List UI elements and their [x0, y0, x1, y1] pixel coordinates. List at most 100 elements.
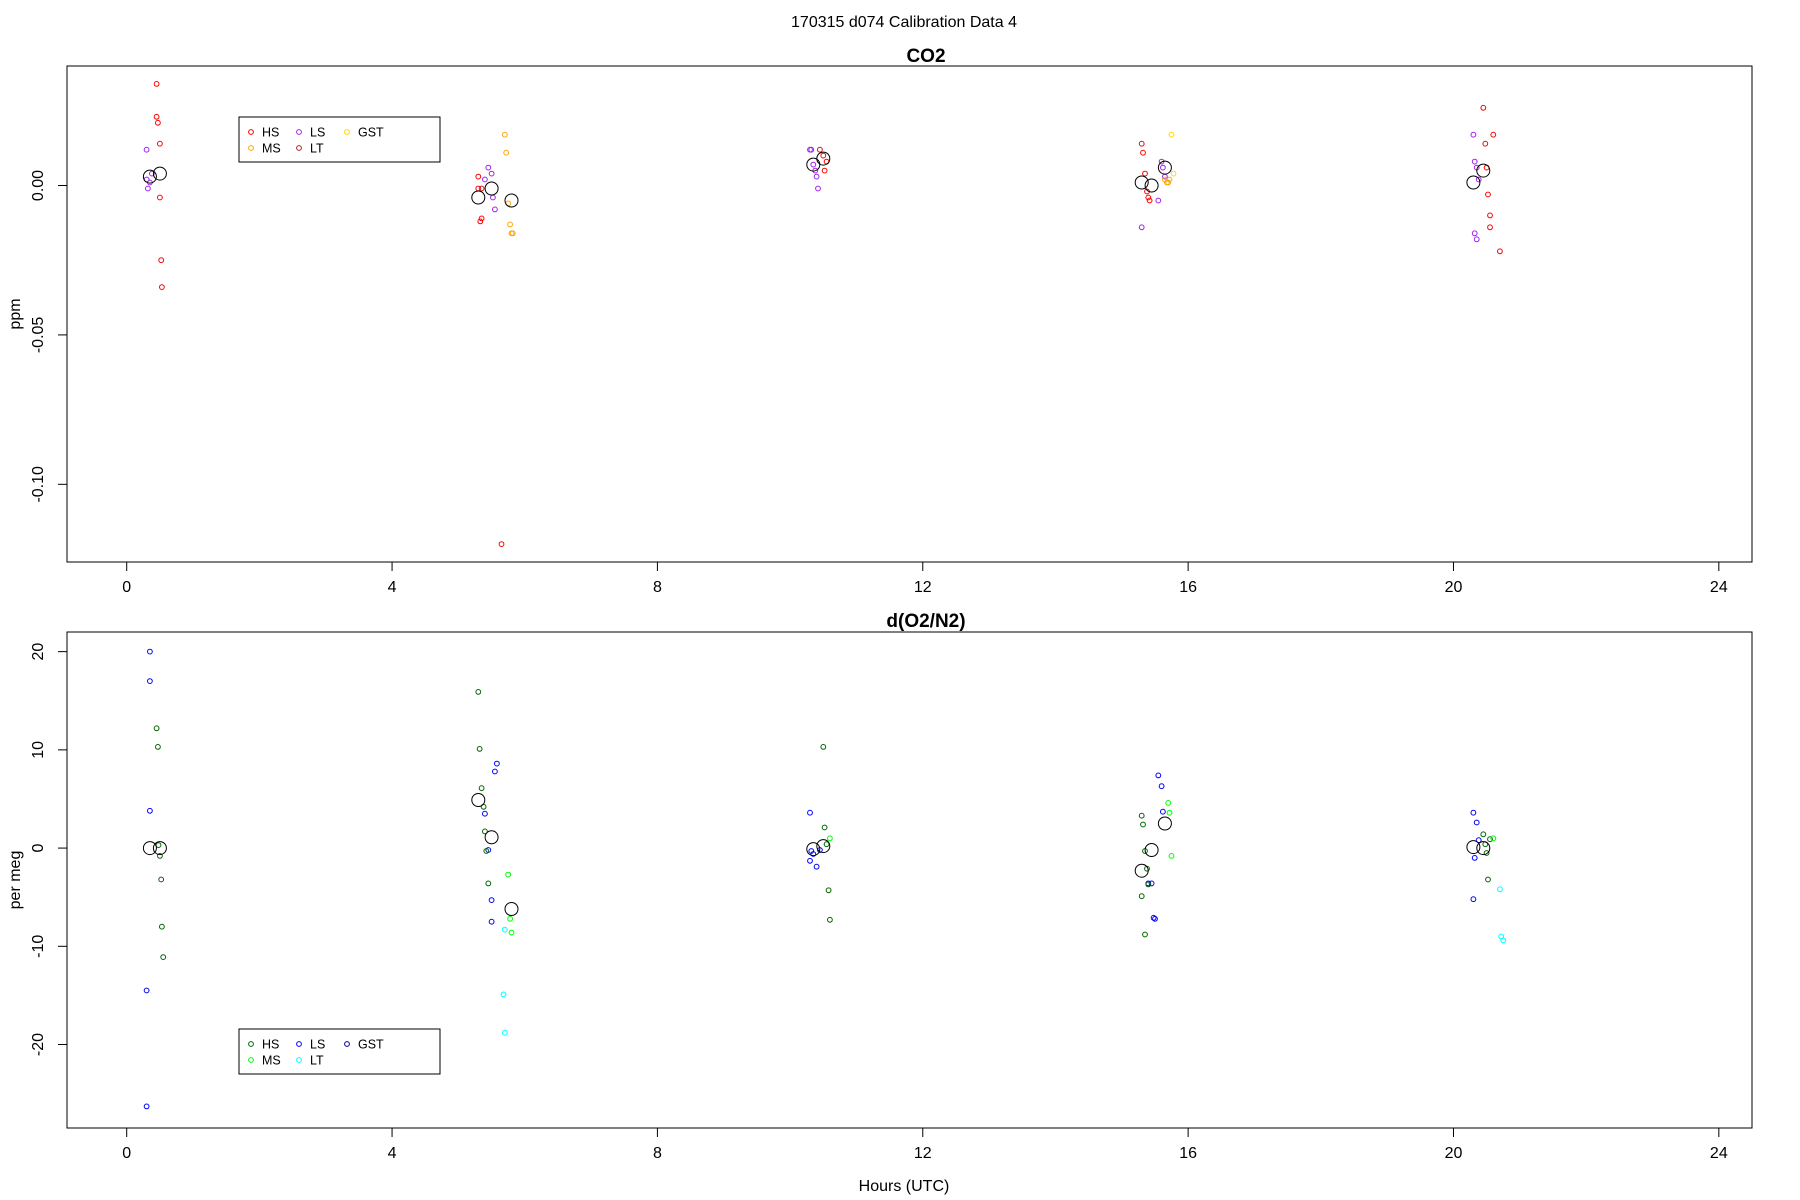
- data-point: [1142, 931, 1148, 938]
- mean-point: [1144, 843, 1159, 857]
- data-point: [509, 230, 516, 237]
- x-tick-label: 24: [1710, 1145, 1728, 1162]
- data-point: [501, 926, 508, 933]
- data-point: [807, 857, 813, 864]
- o2n2-panel: d(O2/N2) per meg Hours (UTC) 0 4 8 12 16 20 24…: [7, 611, 1753, 1195]
- x-tick-label: 16: [1179, 579, 1197, 596]
- data-point: [1138, 812, 1145, 819]
- mean-point: [471, 793, 486, 807]
- mean-point: [1157, 816, 1172, 831]
- data-point: [1490, 835, 1497, 842]
- data-point: [157, 194, 163, 201]
- data-point: [1145, 881, 1152, 888]
- data-point: [503, 149, 510, 156]
- data-point: [160, 954, 167, 960]
- data-point: [507, 915, 514, 922]
- x-tick-label: 4: [388, 1145, 397, 1162]
- data-point: [1473, 236, 1480, 243]
- data-point: [823, 841, 830, 848]
- data-point: [827, 835, 833, 842]
- data-point: [143, 1103, 150, 1110]
- x-axis-label-o2n2: Hours (UTC): [859, 1178, 950, 1195]
- mean-point: [1476, 841, 1491, 856]
- data-point: [147, 648, 153, 655]
- data-point: [477, 218, 484, 225]
- data-point: [1487, 836, 1493, 843]
- data-point: [155, 119, 161, 126]
- mean-point: [1134, 863, 1149, 878]
- legend-label: LS: [310, 1038, 325, 1052]
- x-tick-label: 12: [914, 579, 932, 596]
- legend-swatch: [296, 129, 302, 135]
- data-point: [821, 824, 828, 831]
- legend-o2n2: HS MS LS LT GST: [238, 1028, 441, 1075]
- y-tick-label: -0.10: [30, 466, 47, 503]
- data-point: [1155, 197, 1162, 204]
- data-point: [1475, 176, 1482, 183]
- y-tick-label: 20: [30, 643, 47, 661]
- data-point: [1168, 853, 1175, 859]
- data-point: [1471, 855, 1478, 861]
- legend-swatch: [296, 1041, 302, 1047]
- data-point: [1146, 197, 1153, 204]
- legend-label: GST: [358, 126, 384, 140]
- data-point: [1152, 915, 1158, 922]
- chart-title-o2n2: d(O2/N2): [886, 611, 965, 632]
- data-point: [157, 853, 163, 859]
- data-point: [1138, 224, 1145, 231]
- x-tick-label: 12: [914, 1145, 932, 1162]
- data-point: [1470, 809, 1477, 816]
- data-point: [1140, 149, 1146, 156]
- data-point: [1471, 230, 1478, 237]
- legend-label: LT: [310, 142, 324, 156]
- y-axis-o2n2: 20 10 0 -10 -20: [30, 643, 68, 1056]
- data-point: [813, 173, 820, 180]
- data-point: [1158, 783, 1165, 790]
- data-point: [1470, 896, 1477, 903]
- data-point: [488, 897, 495, 903]
- data-points-co2: [142, 81, 1503, 547]
- data-point: [1471, 158, 1478, 165]
- data-point: [1142, 170, 1148, 177]
- x-tick-label: 20: [1445, 579, 1463, 596]
- data-point: [1160, 808, 1166, 815]
- data-point: [1150, 914, 1157, 921]
- x-axis-co2: 0 4 8 12 16 20 24: [122, 561, 1728, 596]
- data-point: [1480, 831, 1487, 838]
- data-point: [482, 176, 488, 183]
- data-point: [827, 916, 833, 923]
- data-point: [1168, 131, 1175, 138]
- data-point: [1473, 819, 1480, 826]
- data-point: [820, 744, 827, 750]
- data-point: [1490, 131, 1497, 138]
- legend-swatch: [344, 129, 350, 135]
- data-point: [1485, 876, 1491, 883]
- mean-point: [1466, 840, 1481, 855]
- data-point: [1480, 104, 1487, 111]
- data-point: [1165, 800, 1172, 806]
- data-point: [1160, 164, 1166, 171]
- data-point: [817, 146, 823, 153]
- data-point: [1482, 140, 1489, 147]
- data-point: [155, 744, 161, 750]
- data-point: [505, 871, 512, 878]
- y-axis-label-co2: ppm: [7, 298, 24, 329]
- legend-swatch: [248, 145, 254, 151]
- x-tick-label: 0: [122, 1145, 131, 1162]
- x-tick-label: 20: [1445, 1145, 1463, 1162]
- mean-point: [1466, 175, 1481, 190]
- mean-point: [816, 151, 831, 166]
- legend-label: LT: [310, 1054, 324, 1068]
- mean-point: [484, 181, 499, 196]
- data-point: [482, 828, 488, 835]
- data-point: [149, 170, 155, 177]
- data-point: [1166, 176, 1173, 183]
- legend-label: MS: [262, 1054, 281, 1068]
- data-point: [825, 887, 832, 894]
- data-point: [143, 146, 150, 153]
- legend-co2: HS MS LS LT GST: [238, 116, 441, 163]
- data-point: [1138, 140, 1145, 147]
- data-point: [482, 810, 488, 817]
- legend-box: [238, 116, 441, 163]
